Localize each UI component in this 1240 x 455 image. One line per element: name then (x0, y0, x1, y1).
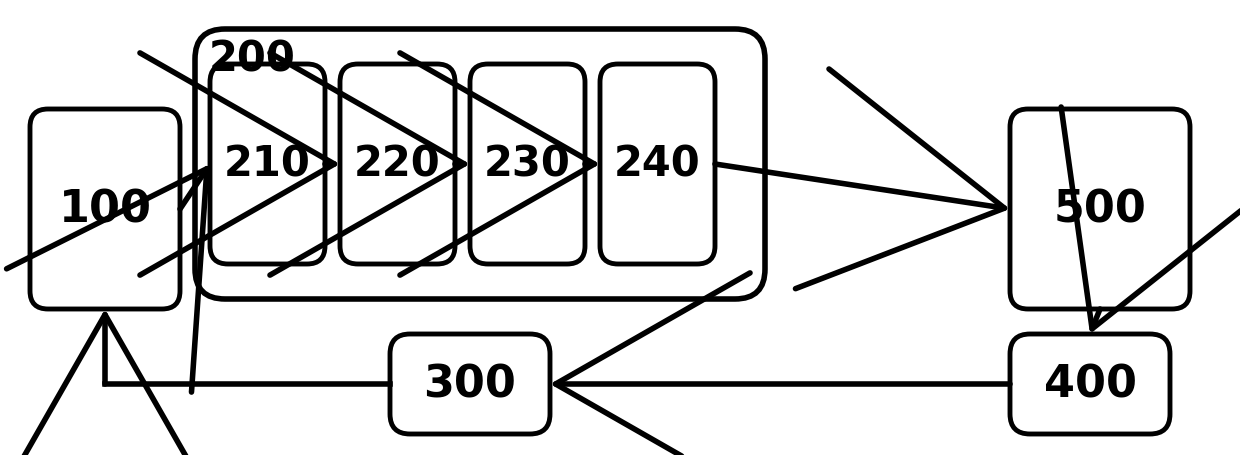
Text: 300: 300 (424, 363, 516, 405)
FancyBboxPatch shape (1011, 334, 1171, 434)
FancyBboxPatch shape (600, 65, 715, 264)
FancyBboxPatch shape (210, 65, 325, 264)
FancyBboxPatch shape (1011, 110, 1190, 309)
Text: 230: 230 (484, 144, 570, 186)
FancyBboxPatch shape (340, 65, 455, 264)
FancyBboxPatch shape (391, 334, 551, 434)
Text: 500: 500 (1054, 188, 1147, 231)
FancyBboxPatch shape (470, 65, 585, 264)
Text: 200: 200 (210, 38, 296, 80)
FancyBboxPatch shape (30, 110, 180, 309)
Text: 100: 100 (58, 188, 151, 231)
Text: 220: 220 (355, 144, 441, 186)
Text: 400: 400 (1044, 363, 1137, 405)
Text: 240: 240 (614, 144, 701, 186)
Text: 210: 210 (224, 144, 311, 186)
FancyBboxPatch shape (195, 30, 765, 299)
